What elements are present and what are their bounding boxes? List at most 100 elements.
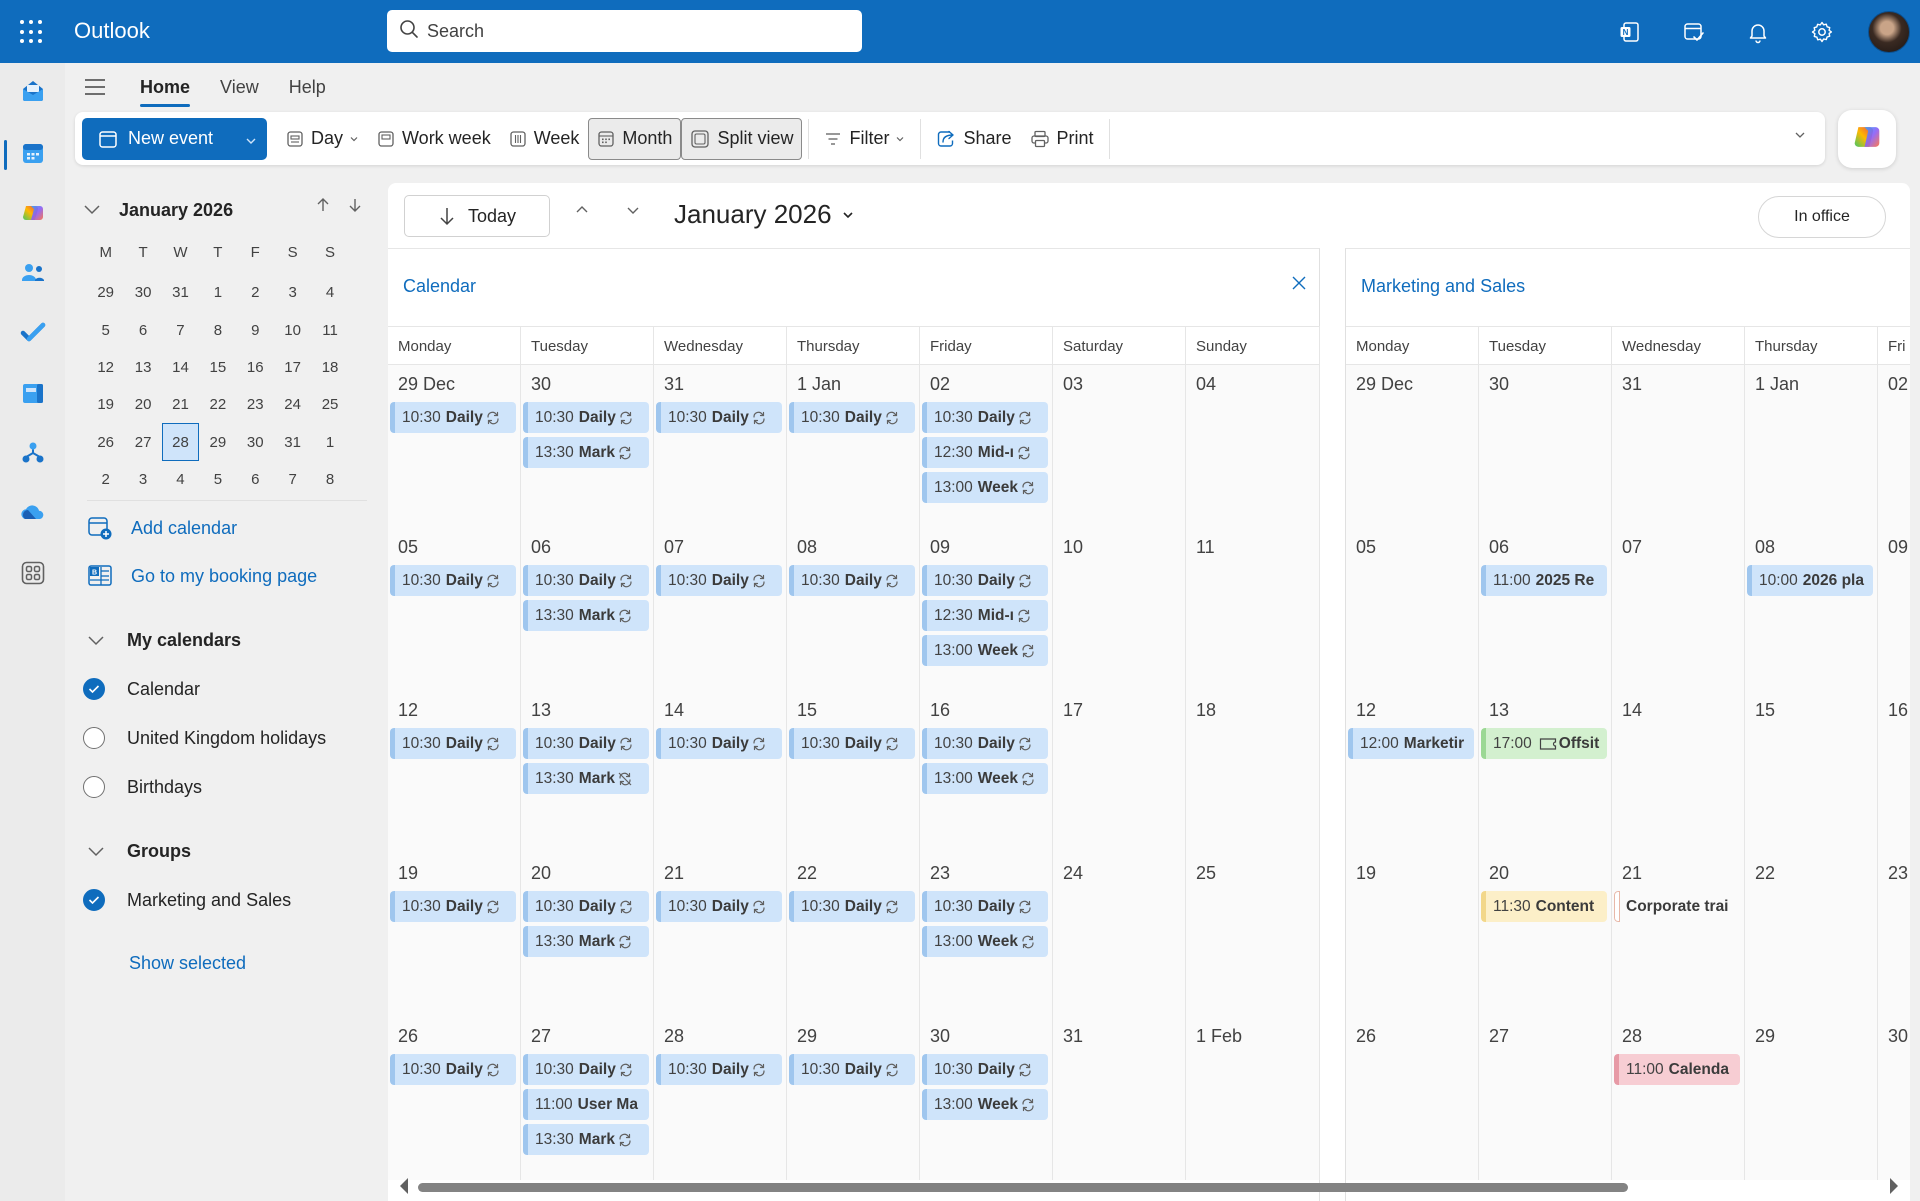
mini-calendar-day[interactable]: 27	[134, 433, 152, 451]
day-cell[interactable]: 23 10:30 Daily 13:00 Week	[920, 854, 1053, 1017]
day-cell[interactable]: 17	[1053, 691, 1186, 854]
day-cell[interactable]: 31	[1612, 365, 1745, 528]
day-number[interactable]: 20	[531, 863, 552, 883]
day-cell[interactable]: 15	[1745, 691, 1878, 854]
day-cell[interactable]: 22 10:30 Daily	[787, 854, 920, 1017]
groups-section[interactable]: Groups	[87, 841, 191, 862]
chevron-down-icon[interactable]	[245, 131, 257, 152]
day-cell[interactable]: 24	[1053, 854, 1186, 1017]
mini-calendar-day[interactable]: 30	[246, 433, 264, 451]
calendar-event[interactable]: 10:30 Daily	[390, 891, 516, 922]
mini-calendar-day[interactable]: 28	[161, 423, 200, 461]
day-cell[interactable]: 29 Dec 10:30 Daily	[388, 365, 521, 528]
calendar-event[interactable]: Corporate trai	[1614, 891, 1740, 922]
rail-item-calendar[interactable]	[0, 130, 65, 180]
day-cell[interactable]: 06 11:00 2025 Re	[1479, 528, 1612, 691]
day-cell[interactable]: 26	[1346, 1017, 1479, 1180]
calendar-event[interactable]: 10:30 Daily	[523, 891, 649, 922]
day-number[interactable]: 13	[1489, 700, 1510, 720]
day-cell[interactable]: 31 10:30 Daily	[654, 365, 787, 528]
search-input[interactable]	[427, 20, 827, 42]
unchecked-circle-icon[interactable]	[83, 776, 105, 798]
previous-month-arrow-icon[interactable]	[315, 197, 331, 213]
mini-calendar-day[interactable]: 5	[213, 470, 223, 488]
day-cell[interactable]: 07	[1612, 528, 1745, 691]
day-number[interactable]: 03	[1063, 374, 1084, 394]
calendar-toggle-marketing-and-sales[interactable]: Marketing and Sales	[83, 889, 291, 911]
day-number[interactable]: 15	[1755, 700, 1776, 720]
new-event-button[interactable]: New event	[82, 117, 267, 160]
day-number[interactable]: 12	[1356, 700, 1377, 720]
day-cell[interactable]: 21 Corporate trai	[1612, 854, 1745, 1017]
mini-calendar-day[interactable]: 31	[284, 433, 301, 451]
my-calendars-section[interactable]: My calendars	[87, 630, 241, 651]
day-cell[interactable]: 07 10:30 Daily	[654, 528, 787, 691]
calendar-toggle-uk-holidays[interactable]: United Kingdom holidays	[83, 727, 326, 749]
day-number[interactable]: 30	[531, 374, 552, 394]
mini-calendar-day[interactable]: 4	[325, 284, 335, 302]
scrollbar-thumb[interactable]	[418, 1183, 1628, 1192]
calendar-event[interactable]: 10:30 Daily	[656, 565, 782, 596]
day-cell[interactable]: 05 10:30 Daily	[388, 528, 521, 691]
booking-page-link[interactable]: B Go to my booking page	[87, 563, 317, 589]
day-number[interactable]: 17	[1063, 700, 1084, 720]
day-number[interactable]: 19	[1356, 863, 1377, 883]
mini-calendar-day[interactable]: 24	[284, 396, 301, 414]
day-number[interactable]: 12	[398, 700, 419, 720]
day-number[interactable]: 29 Dec	[398, 374, 456, 394]
day-number[interactable]: 22	[797, 863, 818, 883]
calendar-event[interactable]: 17:00 Offsit	[1481, 728, 1607, 759]
rail-item-mail[interactable]	[0, 68, 65, 118]
day-cell[interactable]: 22	[1745, 854, 1878, 1017]
calendar-event[interactable]: 10:30 Daily	[922, 402, 1048, 433]
day-cell[interactable]: 30 10:30 Daily 13:30 Mark	[521, 365, 654, 528]
day-number[interactable]: 14	[664, 700, 685, 720]
mini-calendar-day[interactable]: 17	[284, 359, 301, 377]
mini-calendar-day[interactable]: 7	[288, 470, 297, 488]
calendar-event[interactable]: 10:30 Daily	[523, 402, 649, 433]
mini-calendar-day[interactable]: 18	[321, 359, 339, 377]
calendar-event[interactable]: 13:00 Week	[922, 1089, 1048, 1120]
day-cell[interactable]: 1 Feb	[1186, 1017, 1320, 1180]
mini-calendar-day[interactable]: 13	[134, 359, 152, 377]
calendar-event[interactable]: 10:30 Daily	[922, 891, 1048, 922]
avatar[interactable]	[1868, 10, 1910, 53]
day-number[interactable]: 05	[398, 537, 419, 557]
day-number[interactable]: 30	[1489, 374, 1510, 394]
close-icon[interactable]	[1291, 275, 1307, 291]
rail-item-onedrive[interactable]	[0, 490, 65, 540]
calendar-event[interactable]: 13:30 Mark	[523, 763, 649, 794]
month-view-button[interactable]: Month	[588, 117, 682, 160]
calendar-event[interactable]: 10:30 Daily	[390, 565, 516, 596]
day-number[interactable]: 16	[1888, 700, 1909, 720]
mini-calendar-day[interactable]: 2	[251, 284, 260, 302]
day-number[interactable]: 11	[1196, 537, 1215, 557]
day-cell[interactable]: 04	[1186, 365, 1320, 528]
day-number[interactable]: 31	[1622, 374, 1643, 394]
day-number[interactable]: 16	[930, 700, 951, 720]
day-number[interactable]: 20	[1489, 863, 1510, 883]
day-cell[interactable]: 1 Jan	[1745, 365, 1878, 528]
day-cell[interactable]: 09	[1878, 528, 1910, 691]
mini-calendar-day[interactable]: 20	[134, 396, 152, 414]
mini-calendar-day[interactable]: 1	[213, 284, 223, 302]
day-number[interactable]: 30	[930, 1026, 951, 1046]
calendar-event[interactable]: 12:30 Mid-ı	[922, 437, 1048, 468]
mini-calendar-day[interactable]: 1	[325, 433, 335, 451]
calendar-event[interactable]: 13:00 Week	[922, 763, 1048, 794]
calendar-event[interactable]: 10:30 Daily	[789, 1054, 915, 1085]
day-number[interactable]: 13	[531, 700, 552, 720]
day-number[interactable]: 09	[930, 537, 951, 557]
day-cell[interactable]: 29 Dec	[1346, 365, 1479, 528]
month-picker-button[interactable]: January 2026	[674, 199, 854, 230]
day-number[interactable]: 18	[1196, 700, 1217, 720]
mini-calendar-day[interactable]: 11	[322, 321, 338, 339]
calendar-event[interactable]: 13:00 Week	[922, 472, 1048, 503]
day-number[interactable]: 19	[398, 863, 419, 883]
unchecked-circle-icon[interactable]	[83, 727, 105, 749]
day-cell[interactable]: 02	[1878, 365, 1910, 528]
calendar-event[interactable]: 13:30 Mark	[523, 600, 649, 631]
calendar-event[interactable]: 13:30 Mark	[523, 926, 649, 957]
calendar-event[interactable]: 11:00 Calenda	[1614, 1054, 1740, 1085]
day-number[interactable]: 30	[1888, 1026, 1909, 1046]
